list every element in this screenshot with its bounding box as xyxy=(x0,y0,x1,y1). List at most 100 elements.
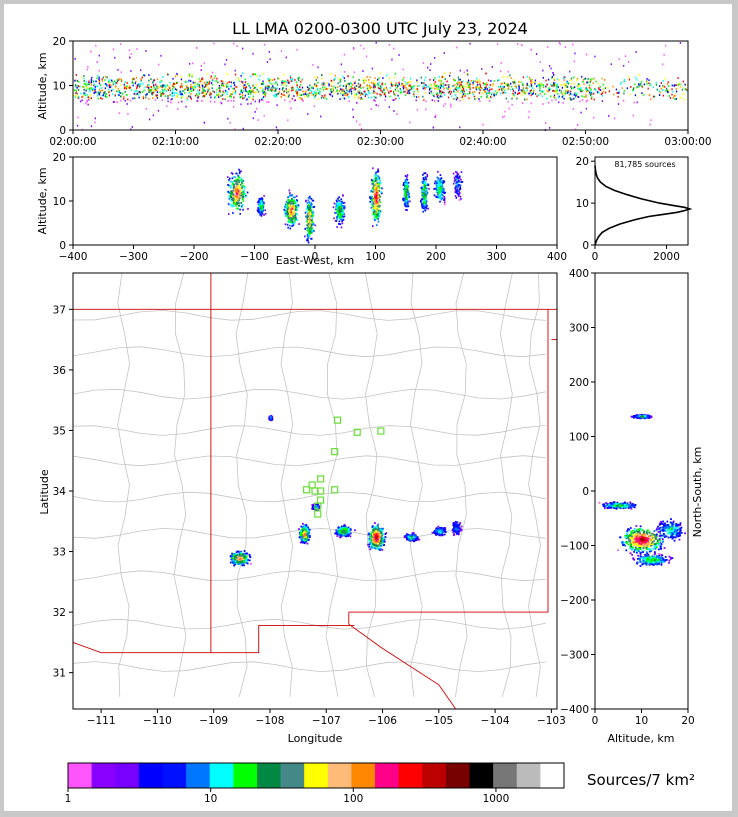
time-altitude-tick-label: 10 xyxy=(53,81,66,93)
east-west-tick-label: 200 xyxy=(426,251,446,263)
colorbar-swatch xyxy=(209,763,234,788)
colorbar-swatch xyxy=(493,763,518,788)
colorbar-swatch xyxy=(351,763,376,788)
plan-view-panel: −111 −110 −109 −108 −107 −106 −105 −104 −103 31 32… xyxy=(38,272,566,745)
north-south-panel: 0 10 20 −400 −300 −200 −100 0 100 200 300 400 Altit… xyxy=(560,268,704,745)
north-south-tick-label: 300 xyxy=(569,323,589,335)
colorbar-swatch xyxy=(375,763,400,788)
longitude-tick-label: −106 xyxy=(368,715,397,727)
colorbar-tick-label: 100 xyxy=(343,793,363,805)
east-west-tick-label: 100 xyxy=(365,251,385,263)
latitude-tick-label: 37 xyxy=(53,304,66,316)
figure-canvas: LL LMA 0200-0300 UTC July 23, 2024 02:00… xyxy=(36,19,712,805)
time-tick-label: 02:10:00 xyxy=(152,136,199,148)
colorbar-swatch xyxy=(138,763,163,788)
east-west-tick-label: −100 xyxy=(240,251,269,263)
colorbar-frame xyxy=(67,762,565,789)
colorbar-swatch xyxy=(304,763,329,788)
figure: LL LMA 0200-0300 UTC July 23, 2024 02:00… xyxy=(4,4,732,811)
histogram-frame xyxy=(594,156,689,246)
chart-title: LL LMA 0200-0300 UTC July 23, 2024 xyxy=(232,19,528,38)
time-tick-label: 02:20:00 xyxy=(254,136,301,148)
station-marker xyxy=(377,427,385,435)
latitude-tick-label: 34 xyxy=(53,486,67,498)
colorbar-swatch xyxy=(162,763,187,788)
colorbar-swatch xyxy=(186,763,211,788)
east-west-ylabel: Altitude, km xyxy=(36,167,49,234)
colorbar-swatch xyxy=(327,763,352,788)
longitude-tick-label: −105 xyxy=(424,715,453,727)
latitude-tick-label: 32 xyxy=(53,607,66,619)
north-south-tick-label: −100 xyxy=(560,541,589,553)
colorbar-tick-label: 1 xyxy=(65,793,72,805)
north-south-frame xyxy=(594,272,689,710)
time-altitude-tick-label: 20 xyxy=(53,36,66,48)
east-west-tick-label: 0 xyxy=(312,251,319,263)
east-west-altitude-tick-label: 20 xyxy=(53,152,66,164)
longitude-tick-label: −104 xyxy=(481,715,510,727)
station-marker xyxy=(317,475,325,483)
colorbar-tick-label: 10 xyxy=(204,793,217,805)
north-south-tick-label: 200 xyxy=(569,377,589,389)
latitude-tick-label: 33 xyxy=(53,547,66,559)
histogram-altitude-tick-label: 0 xyxy=(582,240,589,252)
colorbar-swatch xyxy=(256,763,281,788)
station-marker xyxy=(314,510,322,518)
north-south-tick-label: 100 xyxy=(569,432,589,444)
north-south-tick-label: 400 xyxy=(569,268,589,280)
colorbar-swatch xyxy=(445,763,470,788)
time-tick-label: 02:50:00 xyxy=(562,136,609,148)
time-height-ylabel: Altitude, km xyxy=(36,52,49,119)
histogram-annotation: 81,785 sources xyxy=(614,160,675,169)
north-south-tick-label: −300 xyxy=(560,650,589,662)
station-marker xyxy=(317,496,325,504)
time-height-panel: LL LMA 0200-0300 UTC July 23, 2024 02:00… xyxy=(36,19,712,148)
time-tick-label: 02:30:00 xyxy=(357,136,404,148)
longitude-tick-label: −109 xyxy=(199,715,228,727)
plan-view-xlabel: Longitude xyxy=(288,732,343,745)
east-west-altitude-tick-label: 0 xyxy=(59,240,66,252)
station-marker xyxy=(311,487,319,495)
histogram-line xyxy=(594,165,693,246)
east-west-xlabel: East-West, km xyxy=(276,254,354,267)
altitude-histogram-panel: 81,785 sources 0 2000 0 10 20 xyxy=(576,156,693,263)
time-altitude-tick-label: 0 xyxy=(59,125,66,137)
latitude-tick-label: 36 xyxy=(53,365,67,377)
longitude-tick-label: −103 xyxy=(537,715,566,727)
colorbar-swatch xyxy=(422,763,447,788)
latitude-tick-label: 35 xyxy=(53,425,66,437)
east-west-tick-label: −400 xyxy=(59,251,88,263)
colorbar-swatch xyxy=(68,763,93,788)
colorbar-swatch xyxy=(233,763,258,788)
colorbar-swatch xyxy=(280,763,305,788)
state-boundaries xyxy=(73,273,557,709)
county-boundaries xyxy=(73,273,546,698)
north-south-xlabel: Altitude, km xyxy=(607,732,674,745)
histogram-count-tick-label: 2000 xyxy=(653,251,680,263)
station-marker xyxy=(331,486,339,494)
north-south-tick-label: 0 xyxy=(582,486,589,498)
east-west-tick-label: −300 xyxy=(119,251,148,263)
station-marker xyxy=(333,416,342,424)
station-marker xyxy=(302,486,311,494)
longitude-tick-label: −107 xyxy=(312,715,341,727)
histogram-altitude-tick-label: 20 xyxy=(576,156,589,168)
colorbar-swatch xyxy=(91,763,116,788)
time-tick-label: 02:40:00 xyxy=(459,136,506,148)
station-marker xyxy=(331,448,339,456)
colorbar-swatch xyxy=(540,763,565,788)
station-marker xyxy=(314,502,322,510)
longitude-tick-label: −111 xyxy=(87,715,116,727)
latitude-tick-label: 31 xyxy=(53,668,66,680)
east-west-tick-label: 400 xyxy=(547,251,567,263)
longitude-tick-label: −108 xyxy=(256,715,285,727)
histogram-altitude-tick-label: 10 xyxy=(576,198,589,210)
east-west-panel: −400 −300 −200 −100 0 100 200 300 400 0 10 20 East-… xyxy=(36,152,567,267)
north-south-ylabel: North-South, km xyxy=(691,447,704,538)
time-tick-label: 02:00:00 xyxy=(49,136,96,148)
longitude-tick-label: −110 xyxy=(143,715,172,727)
north-south-tick-label: −400 xyxy=(560,704,589,716)
east-west-tick-label: 300 xyxy=(486,251,506,263)
ns-altitude-tick-label: 20 xyxy=(681,715,694,727)
colorbar-tick-label: 1000 xyxy=(483,793,510,805)
